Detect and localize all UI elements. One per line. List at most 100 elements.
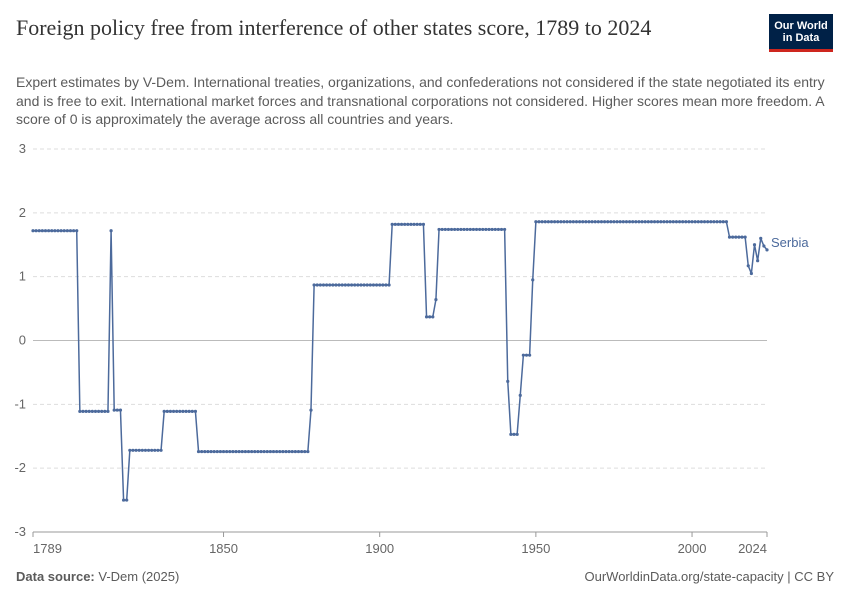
data-point [499, 227, 504, 232]
data-point [746, 264, 750, 268]
data-point [512, 432, 516, 436]
data-point [493, 227, 497, 232]
x-tick-label: 1900 [365, 541, 394, 556]
data-point [437, 227, 441, 232]
data-point [253, 449, 257, 454]
data-point [100, 409, 104, 413]
data-point [193, 409, 198, 413]
data-point [403, 222, 407, 226]
chart-subtitle: Expert estimates by V-Dem. International… [16, 74, 825, 127]
data-point [209, 449, 213, 454]
data-point [150, 448, 154, 452]
data-point [399, 222, 404, 226]
data-point [543, 220, 547, 224]
data-point [556, 220, 560, 224]
data-point [446, 227, 451, 232]
data-point [415, 222, 419, 226]
data-point [243, 449, 247, 454]
data-point [140, 448, 144, 452]
data-point [331, 283, 335, 287]
source-url[interactable]: OurWorldinData.org/state-capacity | CC B… [584, 569, 834, 584]
data-point [118, 408, 123, 412]
data-point [106, 409, 110, 413]
data-point [627, 220, 632, 224]
data-point [59, 229, 63, 233]
data-point [337, 283, 341, 287]
data-point [368, 283, 372, 287]
data-point [537, 220, 541, 224]
data-point [318, 283, 322, 287]
data-point [568, 220, 572, 224]
data-point [115, 408, 119, 412]
data-point [196, 449, 201, 454]
data-point [624, 220, 629, 224]
data-point [171, 409, 176, 413]
data-point [321, 283, 326, 287]
data-point [684, 220, 688, 224]
data-point [162, 409, 166, 413]
data-point [181, 409, 185, 413]
data-point [418, 222, 422, 226]
data-point [524, 353, 529, 357]
data-point [359, 283, 363, 287]
data-point [696, 220, 700, 224]
data-point [718, 220, 722, 224]
data-point [503, 227, 507, 232]
data-point [212, 449, 216, 454]
data-point [765, 248, 769, 252]
data-point [365, 283, 369, 287]
data-point [540, 220, 544, 224]
data-point [75, 229, 79, 233]
data-point [571, 220, 575, 224]
data-point [534, 220, 538, 224]
data-point [618, 220, 622, 224]
data-point [506, 379, 510, 383]
data-point [371, 283, 376, 287]
line-chart: 3 2 1 0 -1 -2 -3 1789 1850 1900 1950 2000 2024 Serbi… [14, 141, 809, 556]
data-point [478, 227, 482, 232]
data-point [637, 220, 641, 224]
data-point [731, 235, 735, 239]
series-label: Serbia [771, 235, 809, 250]
data-point [184, 409, 188, 413]
data-point [374, 283, 379, 287]
data-point [259, 449, 263, 454]
data-point [349, 283, 354, 287]
data-point [109, 229, 113, 233]
data-point [34, 229, 38, 233]
data-point [659, 220, 663, 224]
data-point [599, 220, 604, 224]
data-point [293, 449, 297, 454]
data-point [574, 220, 579, 224]
data-point [578, 220, 582, 224]
data-point [649, 220, 654, 224]
data-point [275, 449, 279, 454]
data-point [328, 283, 332, 287]
data-point [346, 283, 351, 287]
data-point [137, 448, 141, 452]
data-point [515, 432, 519, 436]
data-point [93, 409, 98, 413]
data-point [487, 227, 491, 232]
data-point [84, 409, 88, 413]
data-point [278, 449, 282, 454]
data-point [424, 315, 429, 319]
data-point [434, 298, 438, 302]
series-serbia[interactable]: Serbia [31, 220, 809, 502]
data-source-value[interactable]: V-Dem (2025) [98, 569, 180, 584]
data-point [674, 220, 679, 224]
data-point [681, 220, 685, 224]
data-point [190, 409, 194, 413]
data-point [228, 449, 232, 454]
data-point [727, 235, 732, 239]
data-point [203, 449, 207, 454]
data-point [56, 229, 60, 233]
data-point [596, 220, 600, 224]
data-point [640, 220, 644, 224]
data-point [409, 222, 413, 226]
owid-logo[interactable]: Our World in Data [769, 14, 833, 52]
data-point [343, 283, 347, 287]
x-tick-label: 1789 [33, 541, 62, 556]
data-point [471, 227, 475, 232]
data-point [146, 448, 151, 452]
